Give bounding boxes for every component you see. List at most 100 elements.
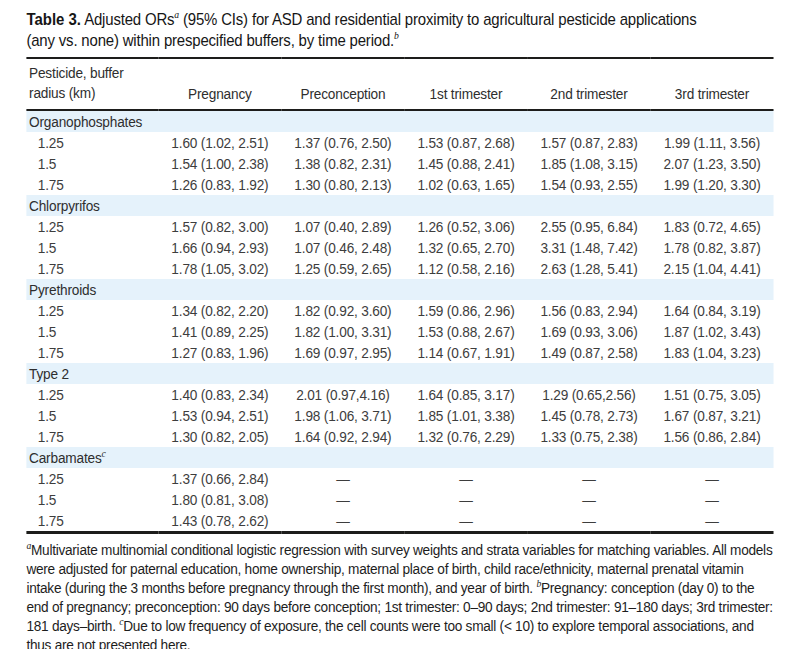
pesticide-section-row: Pyrethroids [26,279,773,300]
or-value-cell: 1.80 (0.81, 3.08) [158,489,281,510]
footnote-c-text: Due to low frequency of exposure, the ce… [26,617,753,649]
buffer-radius-cell: 1.25 [26,132,158,153]
data-row: 1.751.30 (0.82, 2.05)1.64 (0.92, 2.94)1.… [26,426,773,447]
or-value-cell: 1.78 (1.05, 3.02) [158,258,281,279]
or-value-cell: — [404,510,527,533]
or-table-body: Organophosphates1.251.60 (1.02, 2.51)1.3… [26,110,773,533]
or-value-cell: 1.69 (0.93, 3.06) [527,321,650,342]
or-value-cell: 1.37 (0.76, 2.50) [281,132,404,153]
or-value-cell: 1.99 (1.20, 3.30) [650,174,773,195]
or-value-cell: 1.33 (0.75, 2.38) [527,426,650,447]
or-value-cell: 1.51 (0.75, 3.05) [650,384,773,405]
journal-table-page: Table 3. Adjusted ORsa (95% CIs) for ASD… [0,0,800,649]
pesticide-section-label: Organophosphates [26,110,773,132]
data-row: 1.251.40 (0.83, 2.34)2.01 (0.97,4.16)1.6… [26,384,773,405]
or-value-cell: — [650,468,773,489]
or-value-cell: 1.14 (0.67, 1.91) [404,342,527,363]
or-value-cell: — [650,510,773,533]
pesticide-section-label: Type 2 [26,363,773,384]
or-value-cell: 1.64 (0.92, 2.94) [281,426,404,447]
or-value-cell: 1.02 (0.63, 1.65) [404,174,527,195]
or-value-cell: 1.82 (0.92, 3.60) [281,300,404,321]
or-value-cell: 1.98 (1.06, 3.71) [281,405,404,426]
or-value-cell: — [404,489,527,510]
or-value-cell: 1.32 (0.76, 2.29) [404,426,527,447]
data-row: 1.251.57 (0.82, 3.00)1.07 (0.40, 2.89)1.… [26,216,773,237]
or-value-cell: 1.78 (0.82, 3.87) [650,237,773,258]
table-number: Table 3. [26,10,81,29]
or-value-cell: 1.41 (0.89, 2.25) [158,321,281,342]
or-value-cell: 1.85 (1.08, 3.15) [527,153,650,174]
or-value-cell: 3.31 (1.48, 7.42) [527,237,650,258]
or-value-cell: 1.49 (0.87, 2.58) [527,342,650,363]
data-row: 1.751.27 (0.83, 1.96)1.69 (0.97, 2.95)1.… [26,342,773,363]
or-value-cell: 1.07 (0.46, 2.48) [281,237,404,258]
data-row: 1.51.41 (0.89, 2.25)1.82 (1.00, 3.31)1.5… [26,321,773,342]
pesticide-section-label: Pyrethroids [26,279,773,300]
or-value-cell: 1.57 (0.82, 3.00) [158,216,281,237]
header-pregnancy: Pregnancy [158,58,281,110]
or-value-cell: 1.43 (0.78, 2.62) [158,510,281,533]
or-value-cell: 1.87 (1.02, 3.43) [650,321,773,342]
or-value-cell: — [527,489,650,510]
or-value-cell: 1.54 (1.00, 2.38) [158,153,281,174]
header-pesticide-buffer: Pesticide, buffer radius (km) [26,58,158,110]
or-value-cell: 1.26 (0.52, 3.06) [404,216,527,237]
data-row: 1.51.66 (0.94, 2.93)1.07 (0.46, 2.48)1.3… [26,237,773,258]
buffer-radius-cell: 1.25 [26,300,158,321]
or-value-cell: 1.64 (0.85, 3.17) [404,384,527,405]
or-value-cell: 1.30 (0.82, 2.05) [158,426,281,447]
pesticide-section-row: Carbamatesc [26,447,773,468]
or-value-cell: — [650,489,773,510]
data-row: 1.251.60 (1.02, 2.51)1.37 (0.76, 2.50)1.… [26,132,773,153]
footnote-marker-c: c [102,446,106,458]
pesticide-section-row: Chlorpyrifos [26,195,773,216]
data-row: 1.251.34 (0.82, 2.20)1.82 (0.92, 3.60)1.… [26,300,773,321]
header-1st-trimester: 1st trimester [404,58,527,110]
buffer-radius-cell: 1.75 [26,174,158,195]
buffer-radius-cell: 1.5 [26,321,158,342]
or-value-cell: 1.83 (1.04, 3.23) [650,342,773,363]
or-value-cell: 1.25 (0.59, 2.65) [281,258,404,279]
data-row: 1.51.54 (1.00, 2.38)1.38 (0.82, 2.31)1.4… [26,153,773,174]
data-row: 1.51.53 (0.94, 2.51)1.98 (1.06, 3.71)1.8… [26,405,773,426]
or-value-cell: 1.53 (0.94, 2.51) [158,405,281,426]
or-value-cell: 1.38 (0.82, 2.31) [281,153,404,174]
or-value-cell: 1.69 (0.97, 2.95) [281,342,404,363]
pesticide-section-row: Type 2 [26,363,773,384]
header-pesticide-line-1: Pesticide, buffer [29,63,158,83]
or-value-cell: 1.29 (0.65,2.56) [527,384,650,405]
or-value-cell: 1.07 (0.40, 2.89) [281,216,404,237]
table-header: Pesticide, buffer radius (km) Pregnancy … [26,58,773,110]
or-table: Pesticide, buffer radius (km) Pregnancy … [26,57,773,534]
title-text-2: (95% CIs) for ASD and residential proxim… [179,10,697,29]
or-value-cell: 1.57 (0.87, 2.83) [527,132,650,153]
or-value-cell: 2.55 (0.95, 6.84) [527,216,650,237]
data-row: 1.51.80 (0.81, 3.08)———— [26,489,773,510]
or-value-cell: 1.30 (0.80, 2.13) [281,174,404,195]
or-value-cell: 1.59 (0.86, 2.96) [404,300,527,321]
pesticide-section-row: Organophosphates [26,110,773,132]
or-value-cell: — [281,510,404,533]
buffer-radius-cell: 1.25 [26,468,158,489]
or-value-cell: 1.85 (1.01, 3.38) [404,405,527,426]
or-value-cell: 2.07 (1.23, 3.50) [650,153,773,174]
data-row: 1.751.43 (0.78, 2.62)———— [26,510,773,533]
or-value-cell: 1.45 (0.78, 2.73) [527,405,650,426]
or-value-cell: — [281,468,404,489]
or-value-cell: 2.01 (0.97,4.16) [281,384,404,405]
header-3rd-trimester: 3rd trimester [650,58,773,110]
or-value-cell: 1.64 (0.84, 3.19) [650,300,773,321]
table-footnote: aMultivariate multinomial conditional lo… [26,540,773,649]
footnote-marker-b: b [394,29,399,41]
or-value-cell: — [527,468,650,489]
or-value-cell: 1.37 (0.66, 2.84) [158,468,281,489]
or-value-cell: 2.15 (1.04, 4.41) [650,258,773,279]
or-value-cell: 1.54 (0.93, 2.55) [527,174,650,195]
buffer-radius-cell: 1.5 [26,405,158,426]
content-area: Table 3. Adjusted ORsa (95% CIs) for ASD… [0,0,800,649]
header-pesticide-line-2: radius (km) [29,83,158,103]
table-title-line-1: Table 3. Adjusted ORsa (95% CIs) for ASD… [26,9,773,30]
or-value-cell: 1.56 (0.86, 2.84) [650,426,773,447]
buffer-radius-cell: 1.75 [26,426,158,447]
